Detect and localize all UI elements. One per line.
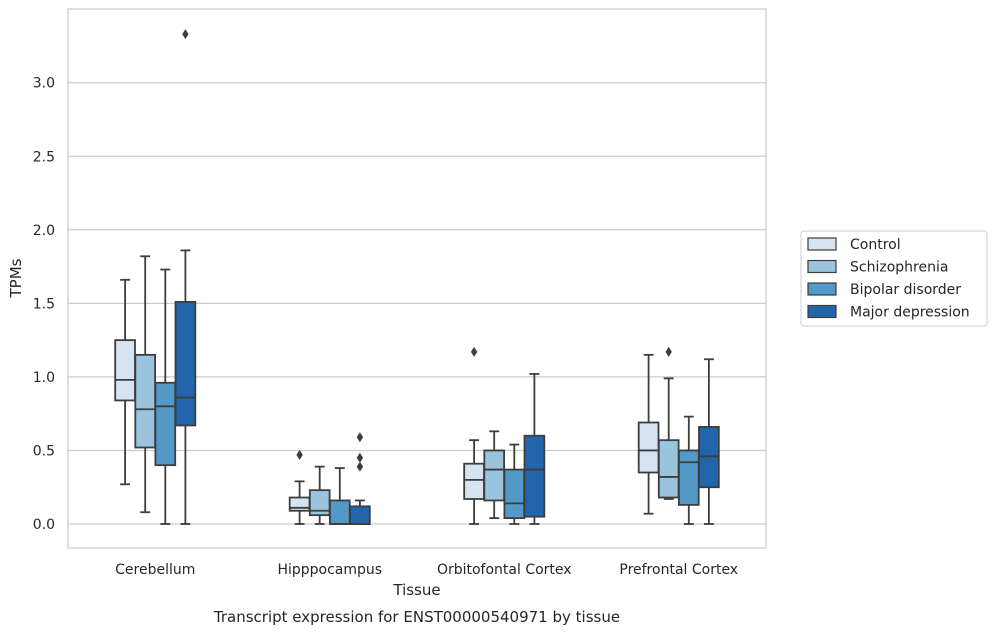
- box-control: [463, 346, 485, 525]
- legend-swatch: [807, 259, 837, 274]
- y-axis-label: TPMs: [7, 258, 25, 298]
- legend-label: Control: [850, 237, 901, 253]
- plot-border: [67, 8, 767, 549]
- box-major-depression: [174, 29, 197, 525]
- iqr-box: [134, 353, 157, 449]
- legend-swatch: [807, 237, 837, 251]
- y-tick-label: 0.5: [33, 443, 55, 459]
- outlier-point: [356, 461, 364, 472]
- x-tick-label: Cerebellum: [115, 562, 195, 578]
- box-schizophrenia: [657, 346, 680, 500]
- outlier-point: [470, 346, 478, 357]
- legend-swatch: [807, 304, 837, 319]
- iqr-box: [288, 496, 311, 512]
- y-tick-label: 1.5: [33, 296, 55, 312]
- iqr-box: [503, 468, 526, 520]
- outlier-point: [182, 29, 189, 40]
- x-axis-ticks: Cerebellum Hipppocampus Orbitofontal Corte…: [115, 562, 738, 578]
- iqr-box: [174, 300, 197, 427]
- legend-label: Major depression: [850, 305, 970, 321]
- iqr-box: [483, 449, 505, 502]
- x-axis-label: Tissue: [392, 581, 440, 599]
- x-tick-label: Hipppocampus: [277, 562, 382, 578]
- box-bipolar-disorder: [503, 443, 526, 525]
- iqr-box: [349, 505, 371, 525]
- box-schizophrenia: [134, 255, 157, 514]
- y-tick-label: 3.0: [33, 76, 55, 92]
- iqr-box: [678, 449, 700, 506]
- y-tick-label: 2.0: [33, 223, 55, 239]
- iqr-box: [328, 499, 351, 525]
- iqr-box: [154, 381, 177, 467]
- y-tick-label: 0.0: [33, 517, 55, 533]
- y-tick-label: 2.5: [33, 149, 55, 165]
- legend-frame: [800, 230, 988, 327]
- iqr-box: [523, 434, 546, 518]
- outlier-point: [665, 346, 672, 357]
- outlier-point: [296, 449, 303, 460]
- legend: Control Schizophrenia Bipolar disorder Majo…: [800, 230, 988, 327]
- box-major-depression: [349, 432, 371, 525]
- y-axis-ticks: 0.0 0.5 1.0 1.5 2.0 2.5 3.0: [33, 76, 55, 533]
- outlier-point: [356, 432, 364, 443]
- iqr-box: [114, 339, 136, 402]
- iqr-box: [637, 421, 660, 474]
- box-series: [114, 29, 720, 525]
- box-bipolar-disorder: [678, 415, 700, 525]
- x-tick-label: Orbitofontal Cortex: [437, 562, 572, 578]
- box-control: [288, 449, 311, 525]
- legend-label: Bipolar disorder: [850, 282, 961, 298]
- chart-caption: Transcript expression for ENST0000054097…: [213, 608, 620, 626]
- legend-label: Schizophrenia: [850, 260, 948, 276]
- outlier-point: [356, 452, 364, 463]
- iqr-box: [463, 462, 485, 500]
- iqr-box: [657, 439, 680, 499]
- legend-swatch: [807, 282, 837, 296]
- box-major-depression: [523, 373, 546, 525]
- box-major-depression: [698, 358, 720, 525]
- box-schizophrenia: [483, 430, 505, 520]
- box-control: [637, 353, 660, 515]
- y-tick-label: 1.0: [33, 370, 55, 386]
- box-control: [114, 278, 136, 486]
- x-tick-label: Prefrontal Cortex: [619, 562, 738, 578]
